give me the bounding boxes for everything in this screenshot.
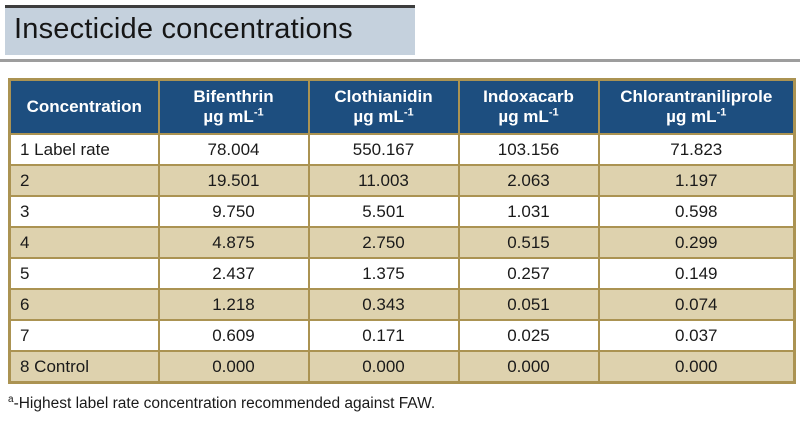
table-row: 4 4.875 2.750 0.515 0.299 bbox=[8, 226, 796, 260]
cell-value: 103.156 bbox=[457, 133, 600, 167]
table-row: 2 19.501 11.003 2.063 1.197 bbox=[8, 164, 796, 198]
table-row: 6 1.218 0.343 0.051 0.074 bbox=[8, 288, 796, 322]
table-row: 8 Control 0.000 0.000 0.000 0.000 bbox=[8, 350, 796, 384]
cell-value: 11.003 bbox=[307, 164, 460, 198]
cell-value: 0.000 bbox=[157, 350, 310, 384]
row-label: 7 bbox=[8, 319, 160, 353]
cell-value: 1.197 bbox=[597, 164, 796, 198]
cell-value: 0.000 bbox=[457, 350, 600, 384]
column-unit: µg mL-1 bbox=[498, 106, 559, 127]
column-header-bifenthrin: Bifenthrin µg mL-1 bbox=[157, 78, 310, 136]
cell-value: 0.000 bbox=[307, 350, 460, 384]
column-unit: µg mL-1 bbox=[666, 106, 727, 127]
cell-value: 0.343 bbox=[307, 288, 460, 322]
column-header-indoxacarb: Indoxacarb µg mL-1 bbox=[457, 78, 600, 136]
column-label: Chlorantraniliprole bbox=[620, 87, 773, 107]
cell-value: 4.875 bbox=[157, 226, 310, 260]
column-header-chlorantraniliprole: Chlorantraniliprole µg mL-1 bbox=[597, 78, 796, 136]
table-row: 5 2.437 1.375 0.257 0.149 bbox=[8, 257, 796, 291]
column-header-concentration: Concentration bbox=[8, 78, 160, 136]
cell-value: 1.218 bbox=[157, 288, 310, 322]
column-header-clothianidin: Clothianidin µg mL-1 bbox=[307, 78, 460, 136]
cell-value: 5.501 bbox=[307, 195, 460, 229]
cell-value: 1.375 bbox=[307, 257, 460, 291]
row-label: 5 bbox=[8, 257, 160, 291]
cell-value: 0.025 bbox=[457, 319, 600, 353]
cell-value: 0.000 bbox=[597, 350, 796, 384]
table-row: 7 0.609 0.171 0.025 0.037 bbox=[8, 319, 796, 353]
row-label: 2 bbox=[8, 164, 160, 198]
table-header-row: Concentration Bifenthrin µg mL-1 Clothia… bbox=[8, 78, 796, 136]
cell-value: 0.609 bbox=[157, 319, 310, 353]
cell-value: 1.031 bbox=[457, 195, 600, 229]
table-row: 3 9.750 5.501 1.031 0.598 bbox=[8, 195, 796, 229]
row-label: 1 Label rate bbox=[8, 133, 160, 167]
column-label: Concentration bbox=[26, 97, 142, 117]
cell-value: 0.051 bbox=[457, 288, 600, 322]
row-label: 8 Control bbox=[8, 350, 160, 384]
footnote-marker: a bbox=[8, 393, 14, 405]
column-unit: µg mL-1 bbox=[353, 106, 414, 127]
cell-value: 2.063 bbox=[457, 164, 600, 198]
cell-value: 0.515 bbox=[457, 226, 600, 260]
cell-value: 0.074 bbox=[597, 288, 796, 322]
cell-value: 550.167 bbox=[307, 133, 460, 167]
divider-line bbox=[0, 58, 800, 62]
row-label: 3 bbox=[8, 195, 160, 229]
row-label: 6 bbox=[8, 288, 160, 322]
cell-value: 19.501 bbox=[157, 164, 310, 198]
insecticide-concentration-table: Concentration Bifenthrin µg mL-1 Clothia… bbox=[8, 77, 796, 384]
cell-value: 0.037 bbox=[597, 319, 796, 353]
cell-value: 78.004 bbox=[157, 133, 310, 167]
footnote-text: -Highest label rate concentration recomm… bbox=[13, 395, 436, 413]
cell-value: 0.598 bbox=[597, 195, 796, 229]
cell-value: 9.750 bbox=[157, 195, 310, 229]
column-label: Bifenthrin bbox=[193, 87, 274, 107]
cell-value: 0.171 bbox=[307, 319, 460, 353]
cell-value: 2.437 bbox=[157, 257, 310, 291]
column-unit: µg mL-1 bbox=[203, 106, 264, 127]
cell-value: 2.750 bbox=[307, 226, 460, 260]
cell-value: 71.823 bbox=[597, 133, 796, 167]
figure-title-bar: Insecticide concentrations bbox=[5, 5, 415, 55]
cell-value: 0.299 bbox=[597, 226, 796, 260]
column-label: Indoxacarb bbox=[483, 87, 574, 107]
cell-value: 0.149 bbox=[597, 257, 796, 291]
cell-value: 0.257 bbox=[457, 257, 600, 291]
figure-title: Insecticide concentrations bbox=[14, 13, 353, 45]
row-label: 4 bbox=[8, 226, 160, 260]
table-row: 1 Label rate 78.004 550.167 103.156 71.8… bbox=[8, 133, 796, 167]
footnote: a-Highest label rate concentration recom… bbox=[8, 394, 800, 413]
column-label: Clothianidin bbox=[334, 87, 433, 107]
page: { "title": "Insecticide concentrations",… bbox=[0, 5, 800, 432]
